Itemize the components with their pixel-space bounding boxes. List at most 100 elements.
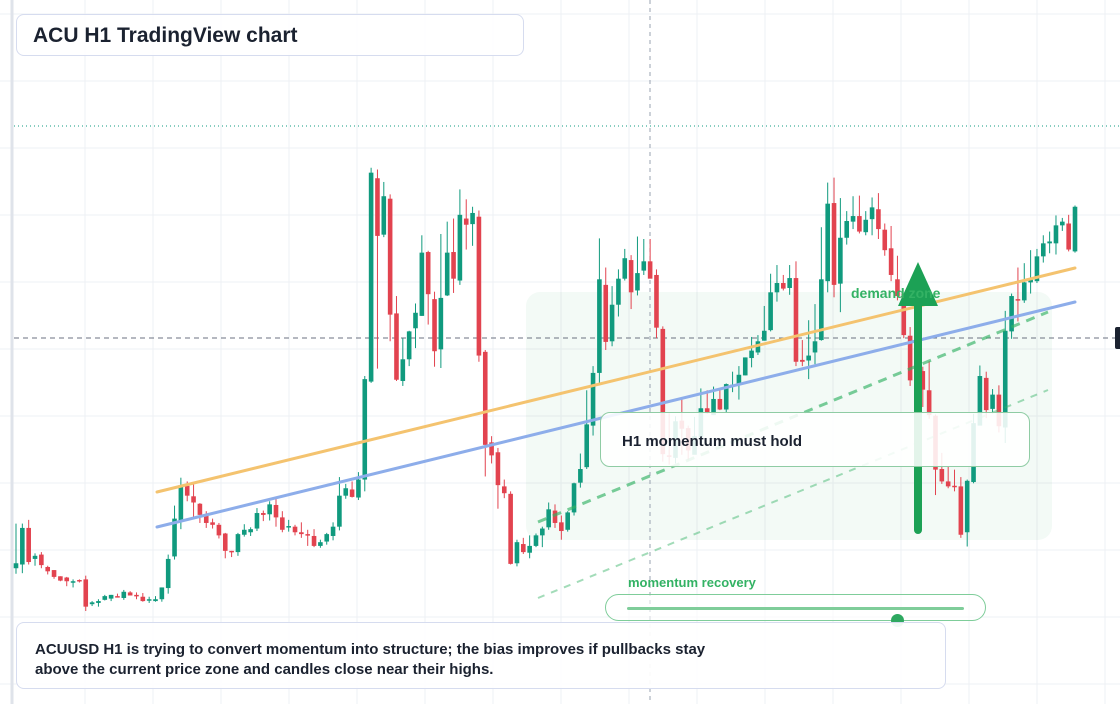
- candle: [641, 239, 647, 275]
- candle-body: [368, 172, 374, 382]
- candle: [1072, 205, 1078, 253]
- candle-body: [89, 602, 95, 605]
- candle: [704, 390, 710, 414]
- candle: [394, 296, 399, 381]
- candle: [1021, 263, 1027, 303]
- candle-body: [990, 394, 995, 409]
- candle-body: [267, 504, 272, 515]
- candle-body: [774, 283, 780, 293]
- candle: [229, 550, 234, 558]
- candle-body: [451, 252, 456, 279]
- candle-body: [127, 592, 133, 596]
- candle: [299, 522, 304, 538]
- candle: [64, 576, 70, 587]
- current-price-tag: [1115, 327, 1120, 349]
- candle: [546, 502, 551, 530]
- candle: [945, 466, 951, 489]
- candle: [324, 532, 330, 545]
- candle-body: [952, 485, 957, 488]
- candle: [958, 477, 964, 538]
- candle: [222, 532, 228, 559]
- candle-body: [806, 355, 811, 361]
- candle: [235, 532, 241, 556]
- candle-body: [387, 198, 393, 315]
- candle-body: [159, 587, 165, 600]
- candle: [850, 196, 856, 230]
- candle-body: [96, 601, 101, 603]
- candle-body: [996, 394, 1002, 427]
- candle-body: [578, 469, 583, 483]
- candle: [559, 515, 564, 540]
- candle-body: [920, 371, 926, 390]
- candle-body: [749, 350, 754, 359]
- candle-body: [375, 178, 380, 236]
- candle: [381, 181, 387, 238]
- candle: [495, 447, 501, 509]
- candle: [521, 537, 526, 554]
- candle-body: [819, 279, 824, 341]
- candle-body: [1009, 296, 1014, 332]
- candle-body: [939, 469, 945, 482]
- candle: [742, 357, 748, 376]
- candle: [597, 238, 602, 386]
- candle: [508, 491, 513, 565]
- candle: [761, 305, 767, 341]
- candle-body: [324, 534, 330, 542]
- candle: [907, 327, 913, 386]
- candle-body: [394, 313, 399, 380]
- momentum-recovery-slider[interactable]: [605, 594, 986, 627]
- candle-body: [241, 529, 247, 535]
- candle: [888, 225, 894, 282]
- candle-body: [793, 278, 799, 362]
- candle: [254, 508, 260, 532]
- candle-body: [58, 576, 63, 581]
- candle: [578, 453, 583, 488]
- candle: [267, 501, 272, 521]
- candle: [51, 570, 57, 579]
- candle: [533, 533, 539, 548]
- candle: [540, 526, 545, 548]
- candle-body: [197, 503, 203, 515]
- candle: [108, 594, 114, 602]
- candle-body: [381, 196, 387, 235]
- candle-body: [210, 522, 215, 525]
- candle-body: [70, 581, 76, 583]
- candle: [172, 505, 177, 560]
- candle-body: [508, 493, 513, 564]
- candle: [654, 269, 659, 339]
- candle: [20, 523, 25, 574]
- candle-body: [356, 479, 361, 498]
- candle: [425, 250, 431, 325]
- candle-body: [51, 570, 57, 577]
- candle-body: [280, 517, 285, 530]
- candle-body: [400, 359, 406, 381]
- candle: [432, 291, 437, 367]
- candle-body: [64, 577, 70, 582]
- candle: [330, 522, 336, 541]
- candle-body: [489, 442, 494, 456]
- candle: [514, 539, 520, 567]
- candle: [127, 591, 133, 596]
- candle: [844, 211, 850, 245]
- candle: [70, 579, 76, 588]
- candle-body: [1040, 243, 1046, 257]
- candle: [89, 601, 95, 607]
- candle: [749, 336, 754, 368]
- candle-body: [647, 261, 653, 279]
- candle: [362, 376, 368, 492]
- candle-body: [425, 252, 431, 295]
- candle: [831, 177, 837, 298]
- candle: [470, 206, 475, 246]
- candle-body: [857, 216, 862, 232]
- candle-body: [660, 328, 666, 455]
- candle: [444, 221, 450, 297]
- candle: [375, 169, 380, 369]
- candle-body: [115, 596, 120, 598]
- candle: [311, 529, 317, 548]
- candle-body: [850, 216, 856, 222]
- candle-body: [584, 424, 590, 468]
- candle-body: [780, 283, 786, 289]
- analysis-note-line-2: above the current price zone and candles…: [35, 661, 494, 678]
- candle: [292, 524, 298, 536]
